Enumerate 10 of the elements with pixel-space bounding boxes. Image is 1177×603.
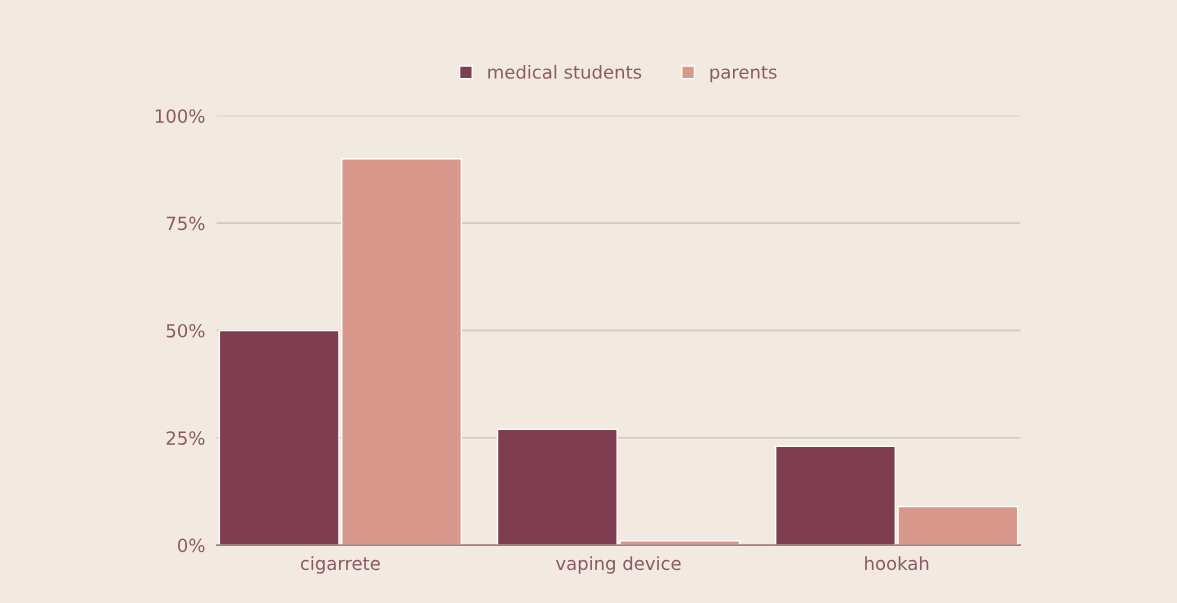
y-tick-label: 50% [166,323,205,338]
x-tick-label: cigarrete [300,556,380,574]
y-tick-label: 75% [166,216,205,231]
x-tick-label: hookah [865,556,929,571]
legend-label: medical students [488,64,642,79]
y-tick-label: 100% [155,109,205,123]
x-tick-label: vaping device [555,556,681,574]
y-tick-label: 0% [178,538,205,553]
legend-label: parents [710,65,777,83]
y-tick-label: 25% [166,431,205,445]
